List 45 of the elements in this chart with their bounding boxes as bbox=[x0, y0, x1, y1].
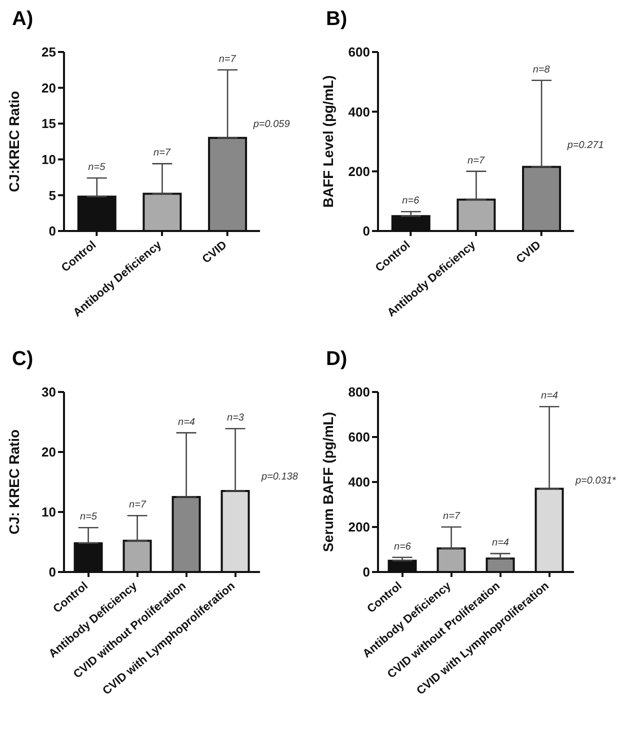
chart-title: D) bbox=[325, 348, 348, 372]
y-tick-label: 0 bbox=[48, 224, 56, 239]
y-tick-label: 10 bbox=[42, 152, 56, 168]
y-tick-label: 25 bbox=[42, 44, 56, 60]
y-tick-label: 10 bbox=[42, 504, 56, 520]
annotation: n=6 bbox=[394, 541, 412, 552]
y-tick-label: 20 bbox=[42, 444, 56, 460]
annotation: n=5 bbox=[80, 512, 98, 523]
annotation: p=0.031* bbox=[574, 475, 617, 486]
y-tick-label: 200 bbox=[348, 520, 370, 535]
annotation: n=7 bbox=[218, 54, 236, 65]
annotation: n=4 bbox=[178, 416, 196, 428]
y-tick-label: 600 bbox=[348, 430, 370, 445]
annotation: n=4 bbox=[492, 538, 510, 549]
y-axis-title: BAFF Level (pg/mL) bbox=[320, 75, 336, 208]
chart-title: C) bbox=[11, 348, 34, 372]
chart-title: A) bbox=[11, 8, 34, 32]
annotation: p=0.138 bbox=[260, 472, 298, 483]
y-tick-label: 30 bbox=[42, 384, 56, 400]
annotation: n=6 bbox=[402, 196, 420, 207]
annotation: n=3 bbox=[227, 412, 244, 424]
y-tick-label: 0 bbox=[48, 564, 56, 580]
y-tick-label: 0 bbox=[362, 224, 370, 239]
y-tick-label: 600 bbox=[348, 44, 370, 60]
chart-title: B) bbox=[325, 8, 348, 32]
y-tick-label: 20 bbox=[42, 80, 56, 96]
y-tick-label: 5 bbox=[48, 188, 56, 203]
y-tick-label: 400 bbox=[348, 474, 370, 490]
y-axis-title: Serum BAFF (pg/mL) bbox=[320, 412, 336, 552]
annotation: n=7 bbox=[129, 500, 146, 511]
y-tick-label: 15 bbox=[42, 116, 56, 132]
annotation: p=0.059 bbox=[252, 119, 290, 130]
y-axis-title: CJ:KREC Ratio bbox=[6, 90, 22, 192]
annotation: n=4 bbox=[541, 390, 558, 402]
y-tick-label: 800 bbox=[348, 384, 370, 400]
annotation: n=5 bbox=[88, 162, 106, 174]
annotation: n=7 bbox=[468, 155, 485, 166]
y-tick-label: 0 bbox=[362, 564, 370, 580]
y-tick-label: 400 bbox=[348, 104, 370, 120]
annotation: p=0.271 bbox=[566, 140, 604, 152]
annotation: n=7 bbox=[443, 511, 460, 522]
annotation: n=7 bbox=[154, 148, 171, 159]
annotation: n=8 bbox=[532, 64, 550, 76]
y-axis-title: CJ: KREC Ratio bbox=[6, 429, 22, 535]
y-tick-label: 200 bbox=[348, 164, 370, 179]
